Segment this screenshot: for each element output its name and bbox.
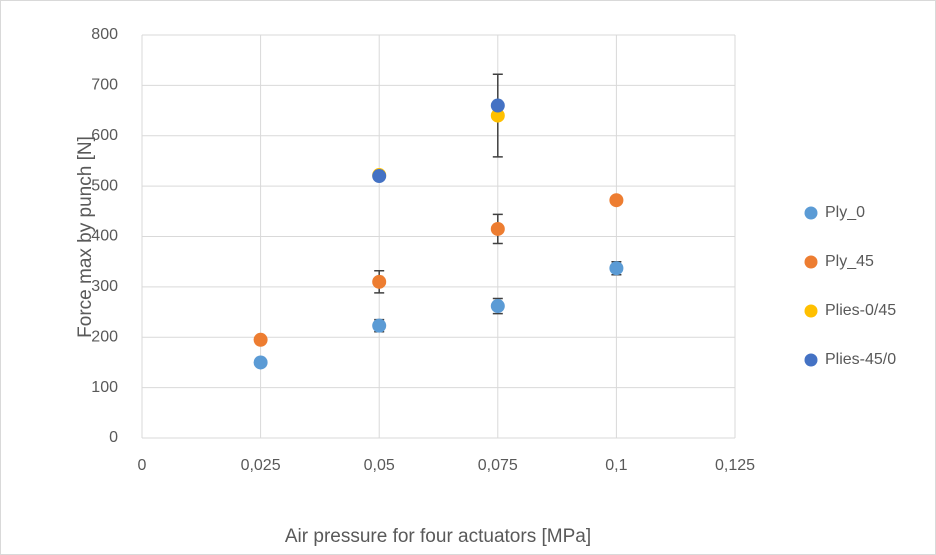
legend-marker xyxy=(804,353,818,367)
x-tick-label: 0,025 xyxy=(241,457,281,474)
legend-label: Plies-0/45 xyxy=(825,302,896,319)
x-tick-label: 0,05 xyxy=(364,457,395,474)
legend-marker xyxy=(804,304,818,318)
y-tick-label: 0 xyxy=(109,429,118,446)
legend-label: Plies-45/0 xyxy=(825,351,896,368)
y-tick-label: 100 xyxy=(91,379,118,396)
y-tick-label: 500 xyxy=(91,177,118,194)
scatter-point xyxy=(372,318,387,333)
scatter-point xyxy=(253,355,268,370)
legend-label: Ply_0 xyxy=(825,204,865,221)
scatter-point xyxy=(253,332,268,347)
x-tick-label: 0 xyxy=(138,457,147,474)
scatter-point xyxy=(609,261,624,276)
x-tick-label: 0,1 xyxy=(605,457,627,474)
x-tick-label: 0,125 xyxy=(715,457,755,474)
y-tick-label: 200 xyxy=(91,328,118,345)
y-tick-label: 400 xyxy=(91,228,118,245)
scatter-point xyxy=(372,274,387,289)
legend-marker xyxy=(804,206,818,220)
legend-label: Ply_45 xyxy=(825,253,874,270)
scatter-point xyxy=(490,108,505,123)
scatter-point xyxy=(490,221,505,236)
scatter-point xyxy=(490,98,505,113)
x-tick-label: 0,075 xyxy=(478,457,518,474)
y-tick-label: 300 xyxy=(91,278,118,295)
y-tick-label: 700 xyxy=(91,77,118,94)
x-axis-title: Air pressure for four actuators [MPa] xyxy=(285,526,591,547)
legend-marker xyxy=(804,255,818,269)
y-axis-title: Force max by punch [N] xyxy=(75,136,96,338)
scatter-point xyxy=(372,169,387,184)
y-tick-label: 800 xyxy=(91,26,118,43)
y-tick-label: 600 xyxy=(91,127,118,144)
scatter-point xyxy=(490,299,505,314)
scatter-point xyxy=(609,193,624,208)
